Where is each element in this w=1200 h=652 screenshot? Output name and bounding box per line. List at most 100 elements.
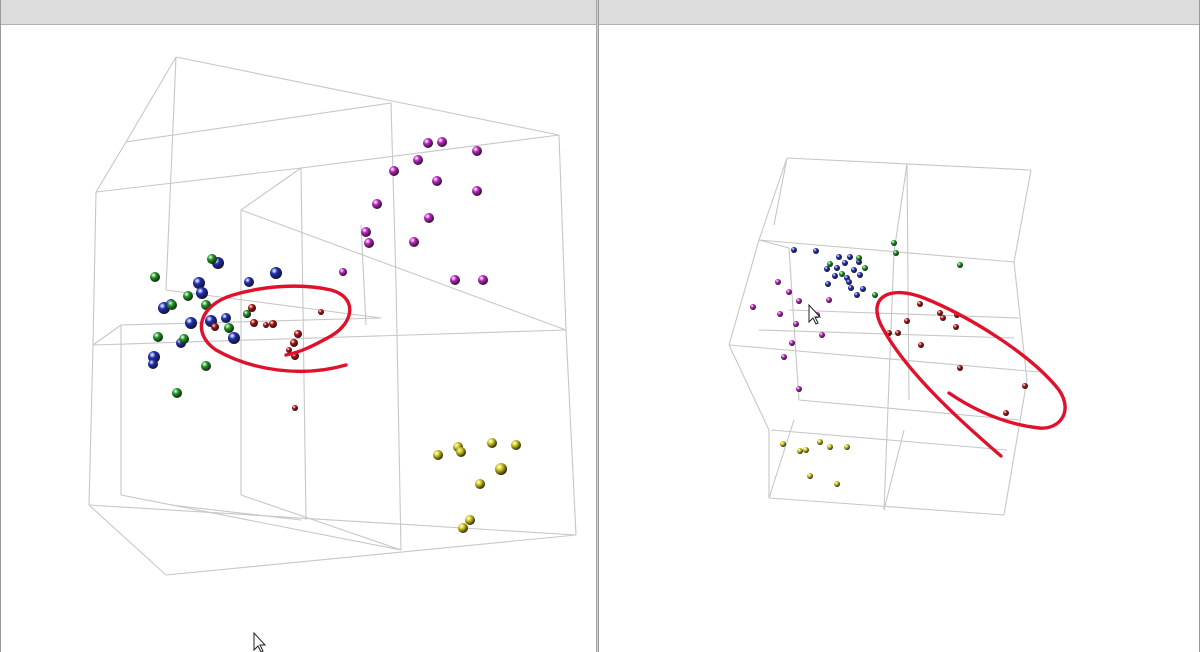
left-3d-scatter-canvas[interactable]: [1, 24, 597, 652]
scatter-point-red: [318, 309, 324, 315]
left-pane-header: [1, 0, 597, 25]
scatter-point-red: [263, 322, 269, 328]
wireframe-edge: [95, 167, 302, 193]
wireframe-edge: [558, 134, 567, 331]
scatter-point-magenta: [796, 298, 802, 304]
wireframe-edge: [768, 497, 1005, 516]
wireframe-edge: [728, 344, 1040, 373]
wireframe-edge: [95, 141, 127, 193]
scatter-point-yellow: [797, 448, 803, 454]
scatter-point-red: [1022, 383, 1028, 389]
wireframe-edge: [773, 157, 788, 226]
scatter-point-green: [167, 300, 177, 310]
scatter-point-blue: [851, 267, 857, 273]
scatter-point-blue: [857, 272, 863, 278]
scatter-point-green: [172, 388, 182, 398]
scatter-point-blue: [842, 260, 848, 266]
scatter-point-red: [292, 405, 298, 411]
right-pane-header: [599, 0, 1199, 25]
left-scatter-points: [148, 137, 521, 533]
wireframe-edge: [728, 239, 760, 346]
wireframe-edge: [883, 429, 905, 511]
scatter-point-blue: [196, 287, 208, 299]
scatter-point-yellow: [475, 479, 485, 489]
scatter-point-magenta: [781, 354, 787, 360]
scatter-point-blue: [846, 279, 852, 285]
wireframe-edge: [728, 344, 770, 431]
scatter-point-red: [290, 339, 298, 347]
wireframe-edge: [906, 163, 910, 401]
wireframe-edge: [788, 309, 1020, 319]
scatter-point-blue: [847, 254, 853, 260]
scatter-point-green: [150, 272, 160, 282]
right-wireframe-cube: [728, 157, 1040, 516]
scatter-point-green: [957, 262, 963, 268]
scatter-point-yellow: [817, 439, 823, 445]
scatter-point-green: [243, 310, 251, 318]
scatter-point-blue: [221, 313, 231, 323]
mouse-pointer-icon: [253, 631, 267, 652]
scatter-point-green: [827, 261, 833, 267]
wireframe-edge: [240, 494, 402, 551]
scatter-point-blue: [824, 266, 830, 272]
wireframe-edge: [240, 209, 567, 331]
scatter-point-magenta: [437, 137, 447, 147]
wireframe-edge: [1003, 379, 1028, 516]
wireframe-edge: [395, 281, 402, 551]
scatter-point-red: [248, 304, 256, 312]
scatter-point-magenta: [826, 297, 832, 303]
scatter-point-magenta: [478, 275, 488, 285]
scatter-point-yellow: [511, 440, 521, 450]
wireframe-edge: [88, 344, 94, 506]
right-3d-scatter-canvas[interactable]: [599, 24, 1199, 652]
scatter-point-blue: [228, 332, 240, 344]
wireframe-edge: [92, 324, 122, 346]
scatter-point-magenta: [793, 321, 799, 327]
scatter-point-yellow: [780, 441, 786, 447]
scatter-point-magenta: [472, 146, 482, 156]
wireframe-edge: [88, 504, 167, 576]
scatter-point-green: [183, 291, 193, 301]
scatter-point-yellow: [844, 444, 850, 450]
scatter-point-green: [839, 271, 845, 277]
wireframe-edge: [240, 167, 302, 211]
scatter-point-yellow: [465, 515, 475, 525]
scatter-point-green: [153, 332, 163, 342]
scatter-point-blue: [848, 285, 854, 291]
scatter-point-red: [294, 330, 302, 338]
scatter-point-magenta: [775, 279, 781, 285]
wireframe-edge: [300, 134, 560, 169]
left-3d-view-pane[interactable]: [0, 0, 598, 652]
scatter-point-red: [937, 310, 943, 316]
scatter-point-green: [856, 255, 862, 261]
scatter-point-blue: [813, 248, 819, 254]
scatter-point-yellow: [458, 523, 468, 533]
scatter-point-red: [1003, 410, 1009, 416]
scatter-point-red: [953, 324, 959, 330]
scatter-point-blue: [148, 359, 158, 369]
wireframe-edge: [88, 504, 577, 536]
scatter-point-blue: [825, 281, 831, 287]
scatter-point-red: [957, 365, 963, 371]
scatter-point-magenta: [409, 237, 419, 247]
scatter-point-blue: [834, 265, 840, 271]
scatter-point-blue: [854, 292, 860, 298]
scatter-point-magenta: [472, 186, 482, 196]
scatter-point-magenta: [339, 268, 347, 276]
scatter-point-red: [895, 330, 901, 336]
scatter-point-red: [940, 315, 946, 321]
wireframe-edge: [798, 399, 1020, 421]
scatter-point-magenta: [789, 340, 795, 346]
wireframe-edge: [175, 56, 560, 136]
scatter-point-magenta: [750, 304, 756, 310]
scatter-point-blue: [791, 247, 797, 253]
wireframe-edge: [165, 534, 577, 576]
right-3d-view-pane[interactable]: [598, 0, 1200, 652]
wireframe-edge: [360, 224, 367, 326]
scatter-point-green: [201, 361, 211, 371]
right-scatter-points: [750, 240, 1028, 487]
scatter-point-magenta: [361, 227, 371, 237]
scatter-point-magenta: [777, 311, 783, 317]
scatter-point-red: [918, 342, 924, 348]
wireframe-edge: [565, 329, 577, 536]
